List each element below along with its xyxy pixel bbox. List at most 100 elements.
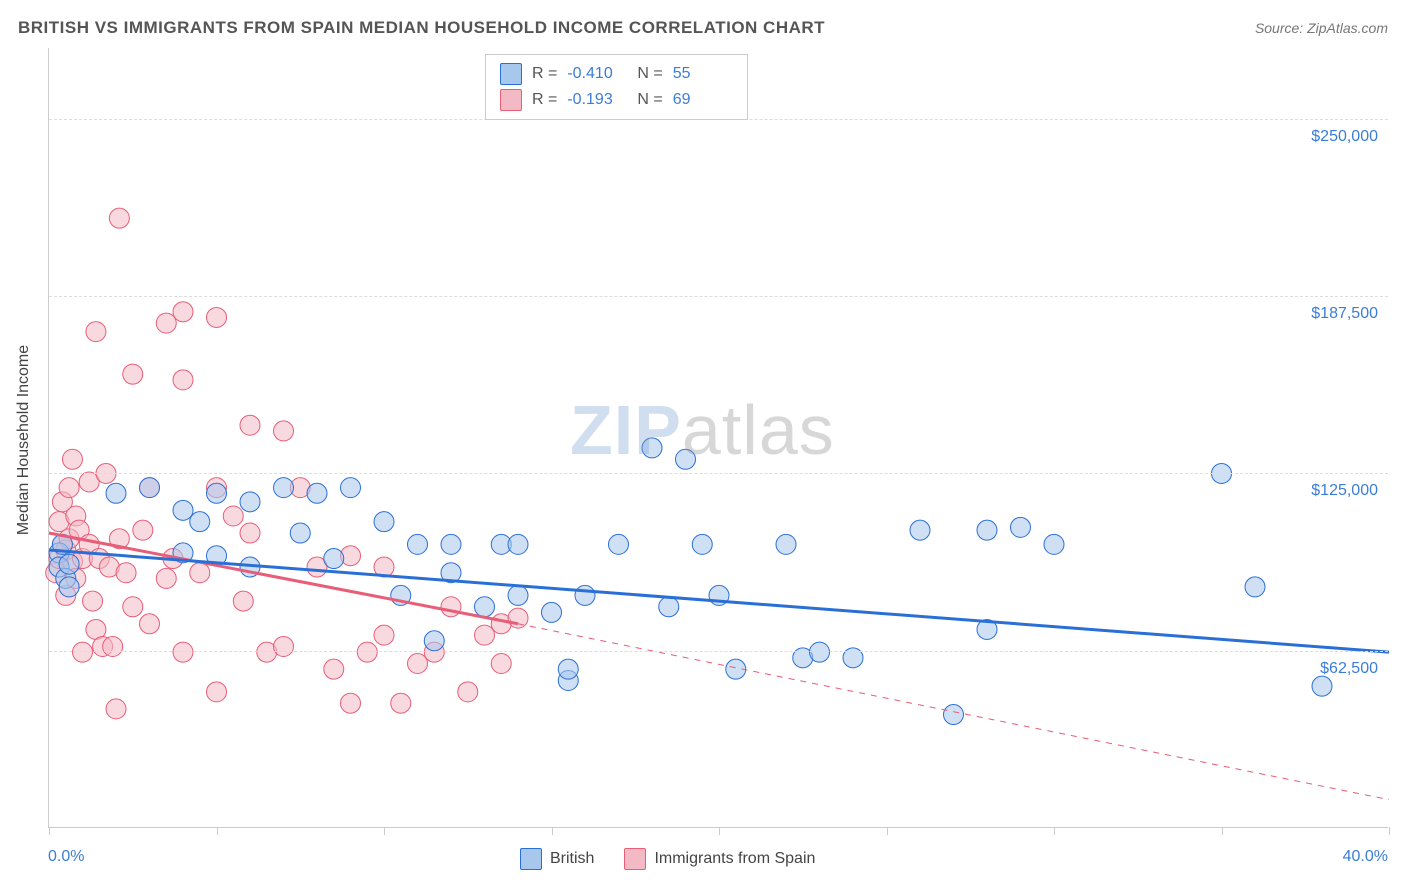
data-point — [508, 608, 528, 628]
data-point — [391, 693, 411, 713]
x-tick — [49, 827, 50, 835]
y-tick-label: $62,500 — [1320, 660, 1378, 678]
data-point — [240, 523, 260, 543]
data-point — [123, 364, 143, 384]
data-point — [977, 520, 997, 540]
data-point — [274, 421, 294, 441]
x-tick — [384, 827, 385, 835]
data-point — [156, 313, 176, 333]
data-point — [59, 577, 79, 597]
data-point — [133, 520, 153, 540]
data-point — [59, 554, 79, 574]
data-point — [290, 523, 310, 543]
data-point — [140, 614, 160, 634]
correlation-stats-box: R = -0.410 N = 55 R = -0.193 N = 69 — [485, 54, 748, 120]
data-point — [106, 483, 126, 503]
data-point — [1011, 517, 1031, 537]
data-point — [408, 653, 428, 673]
data-point — [441, 597, 461, 617]
data-point — [223, 506, 243, 526]
data-point — [508, 534, 528, 554]
data-point — [475, 597, 495, 617]
data-point — [542, 602, 562, 622]
chart-plot-area: $62,500 $125,000 $187,500 $250,000 — [48, 48, 1388, 828]
data-point — [59, 478, 79, 498]
data-point — [357, 642, 377, 662]
data-point — [173, 642, 193, 662]
x-tick — [217, 827, 218, 835]
data-point — [374, 512, 394, 532]
gridline — [49, 651, 1388, 652]
data-point — [408, 534, 428, 554]
data-point — [659, 597, 679, 617]
data-point — [116, 563, 136, 583]
legend-swatch-spain — [624, 848, 646, 870]
data-point — [123, 597, 143, 617]
data-point — [424, 631, 444, 651]
data-point — [62, 449, 82, 469]
data-point — [558, 659, 578, 679]
data-point — [491, 653, 511, 673]
data-point — [140, 478, 160, 498]
data-point — [73, 642, 93, 662]
data-point — [341, 693, 361, 713]
legend-item-spain: Immigrants from Spain — [624, 848, 815, 870]
data-point — [207, 483, 227, 503]
data-point — [508, 585, 528, 605]
data-point — [86, 322, 106, 342]
data-point — [240, 492, 260, 512]
data-point — [341, 478, 361, 498]
data-point — [106, 699, 126, 719]
data-point — [324, 659, 344, 679]
data-point — [944, 705, 964, 725]
data-point — [1044, 534, 1064, 554]
data-point — [207, 682, 227, 702]
data-point — [910, 520, 930, 540]
x-tick — [719, 827, 720, 835]
data-point — [83, 591, 103, 611]
data-point — [173, 500, 193, 520]
swatch-spain — [500, 89, 522, 111]
y-axis-title: Median Household Income — [15, 345, 33, 535]
data-point — [1312, 676, 1332, 696]
data-point — [307, 483, 327, 503]
data-point — [109, 208, 129, 228]
data-point — [190, 512, 210, 532]
data-point — [324, 549, 344, 569]
data-point — [642, 438, 662, 458]
x-axis-min-label: 0.0% — [48, 848, 84, 866]
data-point — [173, 302, 193, 322]
data-point — [274, 636, 294, 656]
data-point — [190, 563, 210, 583]
legend-swatch-british — [520, 848, 542, 870]
x-tick — [1222, 827, 1223, 835]
stats-row-spain: R = -0.193 N = 69 — [500, 87, 733, 113]
legend-item-british: British — [520, 848, 594, 870]
x-tick — [1389, 827, 1390, 835]
data-point — [233, 591, 253, 611]
y-tick-label: $125,000 — [1311, 482, 1378, 500]
x-tick — [887, 827, 888, 835]
scatter-plot-svg — [49, 48, 1388, 827]
data-point — [475, 625, 495, 645]
data-point — [776, 534, 796, 554]
y-tick-label: $250,000 — [1311, 128, 1378, 146]
data-point — [676, 449, 696, 469]
chart-title: BRITISH VS IMMIGRANTS FROM SPAIN MEDIAN … — [18, 18, 825, 38]
swatch-british — [500, 63, 522, 85]
data-point — [103, 636, 123, 656]
source-attribution: Source: ZipAtlas.com — [1255, 20, 1388, 36]
data-point — [458, 682, 478, 702]
gridline — [49, 296, 1388, 297]
data-point — [441, 534, 461, 554]
y-tick-label: $187,500 — [1311, 305, 1378, 323]
data-point — [692, 534, 712, 554]
gridline — [49, 473, 1388, 474]
legend: British Immigrants from Spain — [520, 848, 815, 870]
data-point — [207, 307, 227, 327]
x-axis-max-label: 40.0% — [1343, 848, 1388, 866]
data-point — [173, 370, 193, 390]
data-point — [240, 415, 260, 435]
data-point — [374, 625, 394, 645]
data-point — [274, 478, 294, 498]
